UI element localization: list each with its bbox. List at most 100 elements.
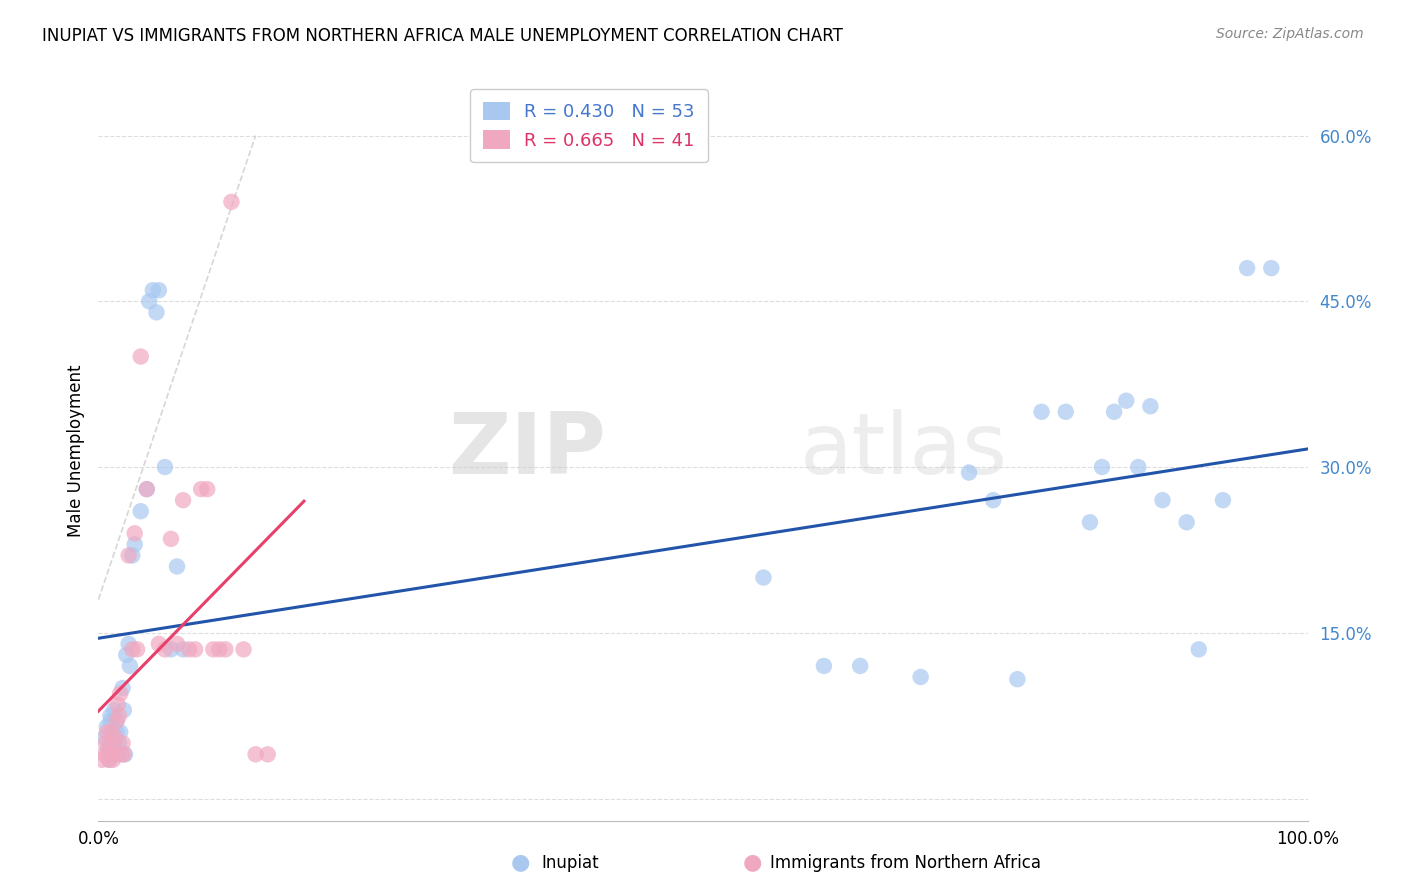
Point — [153, 460, 176, 475]
Text: ●: ● — [510, 853, 530, 872]
Point — [96, 725, 118, 739]
Point — [145, 305, 167, 319]
Point — [103, 703, 125, 717]
Point — [100, 714, 122, 729]
Point — [813, 659, 835, 673]
Point — [103, 747, 125, 762]
Point — [121, 549, 143, 563]
Point — [148, 283, 170, 297]
Point — [98, 753, 121, 767]
Point — [142, 283, 165, 297]
Point — [1102, 405, 1125, 419]
Text: Inupiat: Inupiat — [541, 855, 599, 872]
Point — [100, 736, 122, 750]
Point — [245, 747, 267, 762]
Point — [115, 648, 138, 662]
Point — [1128, 460, 1150, 475]
Point — [97, 747, 120, 762]
Point — [208, 642, 231, 657]
Point — [100, 725, 122, 739]
Point — [105, 714, 128, 729]
Point — [1188, 642, 1211, 657]
Point — [118, 659, 141, 673]
Point — [91, 753, 114, 767]
Point — [849, 659, 872, 673]
Point — [184, 642, 207, 657]
Point — [108, 725, 131, 739]
Point — [110, 747, 132, 762]
Point — [256, 747, 278, 762]
Point — [97, 741, 120, 756]
Point — [107, 698, 129, 712]
Point — [129, 504, 152, 518]
Point — [104, 731, 127, 745]
Point — [166, 559, 188, 574]
Point — [135, 482, 157, 496]
Point — [129, 350, 152, 364]
Point — [202, 642, 225, 657]
Text: Source: ZipAtlas.com: Source: ZipAtlas.com — [1216, 27, 1364, 41]
Point — [232, 642, 254, 657]
Point — [1054, 405, 1077, 419]
Point — [179, 642, 201, 657]
Point — [105, 714, 128, 729]
Point — [121, 642, 143, 657]
Point — [108, 736, 131, 750]
Point — [124, 526, 146, 541]
Point — [172, 493, 194, 508]
Point — [96, 720, 118, 734]
Point — [108, 708, 131, 723]
Point — [93, 747, 115, 762]
Point — [214, 642, 236, 657]
Point — [1091, 460, 1114, 475]
Text: ●: ● — [742, 853, 762, 872]
Point — [1152, 493, 1174, 508]
Point — [118, 549, 141, 563]
Point — [114, 747, 136, 762]
Point — [108, 687, 131, 701]
Point — [910, 670, 932, 684]
Point — [1175, 516, 1198, 530]
Y-axis label: Male Unemployment: Male Unemployment — [66, 364, 84, 537]
Point — [135, 482, 157, 496]
Point — [100, 747, 122, 762]
Point — [160, 642, 183, 657]
Point — [752, 570, 775, 584]
Point — [100, 708, 122, 723]
Point — [160, 532, 183, 546]
Point — [98, 753, 121, 767]
Point — [221, 194, 243, 209]
Point — [105, 725, 128, 739]
Point — [124, 537, 146, 551]
Point — [981, 493, 1004, 508]
Point — [118, 637, 141, 651]
Point — [112, 747, 135, 762]
Point — [127, 642, 149, 657]
Point — [1031, 405, 1053, 419]
Point — [190, 482, 212, 496]
Point — [93, 731, 115, 745]
Point — [195, 482, 218, 496]
Point — [111, 681, 134, 695]
Point — [957, 466, 980, 480]
Point — [1115, 393, 1137, 408]
Point — [112, 703, 135, 717]
Point — [1078, 516, 1101, 530]
Text: ZIP: ZIP — [449, 409, 606, 492]
Point — [101, 753, 124, 767]
Point — [138, 294, 160, 309]
Point — [107, 747, 129, 762]
Point — [1139, 399, 1161, 413]
Legend: R = 0.430   N = 53, R = 0.665   N = 41: R = 0.430 N = 53, R = 0.665 N = 41 — [470, 89, 707, 162]
Point — [153, 642, 176, 657]
Text: Immigrants from Northern Africa: Immigrants from Northern Africa — [770, 855, 1042, 872]
Point — [166, 637, 188, 651]
Point — [111, 736, 134, 750]
Point — [104, 736, 127, 750]
Point — [148, 637, 170, 651]
Text: INUPIAT VS IMMIGRANTS FROM NORTHERN AFRICA MALE UNEMPLOYMENT CORRELATION CHART: INUPIAT VS IMMIGRANTS FROM NORTHERN AFRI… — [42, 27, 844, 45]
Text: atlas: atlas — [800, 409, 1008, 492]
Point — [1260, 261, 1282, 276]
Point — [172, 642, 194, 657]
Point — [1236, 261, 1258, 276]
